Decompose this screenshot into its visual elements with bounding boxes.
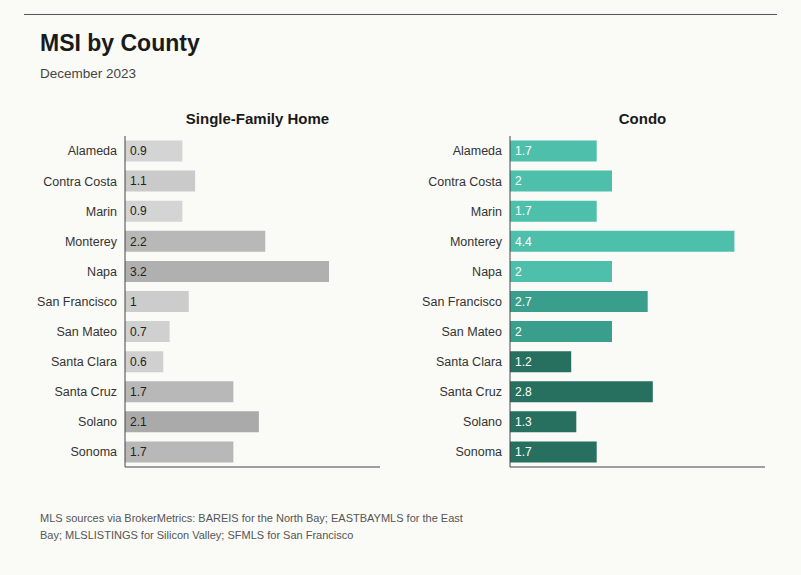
html-text:December 2023: December 2023 xyxy=(40,66,137,81)
svg-text:1.2: 1.2 xyxy=(515,355,532,369)
svg-text:2.8: 2.8 xyxy=(515,385,532,399)
svg-text:Solano: Solano xyxy=(463,415,502,429)
svg-text:San Francisco: San Francisco xyxy=(37,295,117,309)
svg-text:0.9: 0.9 xyxy=(130,144,147,158)
svg-text:Napa: Napa xyxy=(472,265,502,279)
svg-text:2: 2 xyxy=(515,265,522,279)
svg-text:San Mateo: San Mateo xyxy=(57,325,118,339)
svg-text:1.7: 1.7 xyxy=(130,445,147,459)
svg-text:Marin: Marin xyxy=(471,205,502,219)
svg-text:San Francisco: San Francisco xyxy=(422,295,502,309)
svg-text:2: 2 xyxy=(515,325,522,339)
svg-text:Santa Cruz: Santa Cruz xyxy=(54,385,117,399)
svg-text:Alameda: Alameda xyxy=(453,144,502,158)
html-text:MLS sources via BrokerMetrics:: MLS sources via BrokerMetrics: BAREIS fo… xyxy=(40,512,463,524)
svg-text:4.4: 4.4 xyxy=(515,235,532,249)
svg-text:Santa Cruz: Santa Cruz xyxy=(439,385,502,399)
html-text:MSI by County: MSI by County xyxy=(40,30,200,56)
svg-text:Contra Costa: Contra Costa xyxy=(428,175,502,189)
svg-text:1.7: 1.7 xyxy=(515,204,532,218)
svg-text:San Mateo: San Mateo xyxy=(442,325,503,339)
svg-text:2.2: 2.2 xyxy=(130,235,147,249)
svg-text:1.7: 1.7 xyxy=(515,144,532,158)
svg-text:2.7: 2.7 xyxy=(515,295,532,309)
html-text:Bay; MLSLISTINGS for Silicon V: Bay; MLSLISTINGS for Silicon Valley; SFM… xyxy=(40,529,354,541)
svg-text:0.6: 0.6 xyxy=(130,355,147,369)
svg-text:1: 1 xyxy=(130,295,137,309)
svg-text:1.3: 1.3 xyxy=(515,415,532,429)
svg-text:Solano: Solano xyxy=(78,415,117,429)
svg-text:0.9: 0.9 xyxy=(130,204,147,218)
html-text:Single-Family Home: Single-Family Home xyxy=(185,110,330,127)
svg-text:Napa: Napa xyxy=(87,265,117,279)
svg-text:1.1: 1.1 xyxy=(130,174,147,188)
svg-text:Contra Costa: Contra Costa xyxy=(43,175,117,189)
svg-text:Monterey: Monterey xyxy=(450,235,503,249)
svg-text:2: 2 xyxy=(515,174,522,188)
svg-text:1.7: 1.7 xyxy=(515,445,532,459)
svg-text:Sonoma: Sonoma xyxy=(70,445,117,459)
svg-text:Sonoma: Sonoma xyxy=(455,445,502,459)
svg-text:Santa Clara: Santa Clara xyxy=(436,355,502,369)
svg-text:0.7: 0.7 xyxy=(130,325,147,339)
svg-text:Alameda: Alameda xyxy=(68,144,117,158)
svg-text:1.7: 1.7 xyxy=(130,385,147,399)
svg-text:Santa Clara: Santa Clara xyxy=(51,355,117,369)
svg-text:3.2: 3.2 xyxy=(130,265,147,279)
svg-text:2.1: 2.1 xyxy=(130,415,147,429)
html-text:Condo: Condo xyxy=(618,110,667,127)
svg-text:Marin: Marin xyxy=(86,205,117,219)
svg-text:Monterey: Monterey xyxy=(65,235,118,249)
